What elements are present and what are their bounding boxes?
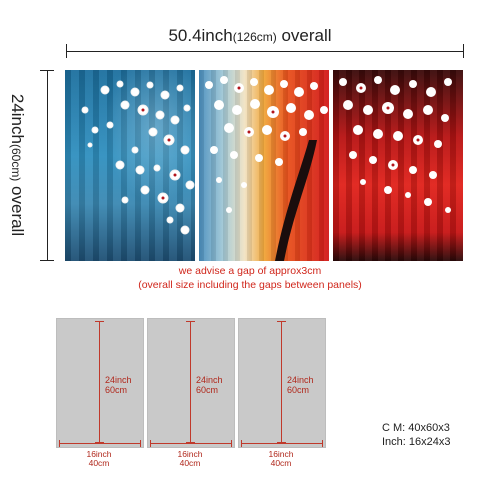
panel-size-diagram: 24inch 60cm [238, 318, 326, 448]
gap-advice-text: we advise a gap of approx3cm [178, 265, 322, 277]
overall-height-label: 24inch(60cm) overall [8, 93, 27, 237]
blossom-branches-left [81, 80, 195, 235]
overall-width-label: 50.4inch(126cm) overall [168, 26, 332, 45]
panel-width-dimension-line [59, 440, 141, 447]
painting-panel-left [65, 70, 195, 261]
width-line-right-cap [463, 44, 464, 58]
gap-advice-subtext: (overall size including the gaps between… [138, 279, 362, 291]
panel-height-dimension-line [95, 321, 104, 443]
blossom-tree-center [205, 76, 328, 261]
overall-width-line [66, 51, 464, 52]
panel-size-diagram: 24inch 60cm [147, 318, 235, 448]
spec-cm: C M: 40x60x3 [382, 422, 450, 434]
panel-height-label: 24inch 60cm [196, 375, 223, 395]
spec-inch: Inch: 16x24x3 [382, 436, 451, 448]
panel-height-label: 24inch 60cm [105, 375, 132, 395]
panel-height-dimension-line [186, 321, 195, 443]
panel-width-label: 16inch 40cm [86, 449, 112, 468]
panel-size-diagram: 24inch 60cm [56, 318, 144, 448]
height-line-bottom-cap [40, 260, 54, 261]
overall-height-line [47, 70, 48, 260]
panel-height-dimension-line [277, 321, 286, 443]
painting-panel-right [333, 70, 463, 261]
panel-width-label: 16inch 40cm [268, 449, 294, 468]
blossom-branches-right [339, 76, 452, 213]
panel-width-dimension-line [150, 440, 232, 447]
panel-width-dimension-line [241, 440, 323, 447]
panel-width-label: 16inch 40cm [177, 449, 203, 468]
panel-height-label: 24inch 60cm [287, 375, 314, 395]
painting-panel-center [199, 70, 329, 261]
